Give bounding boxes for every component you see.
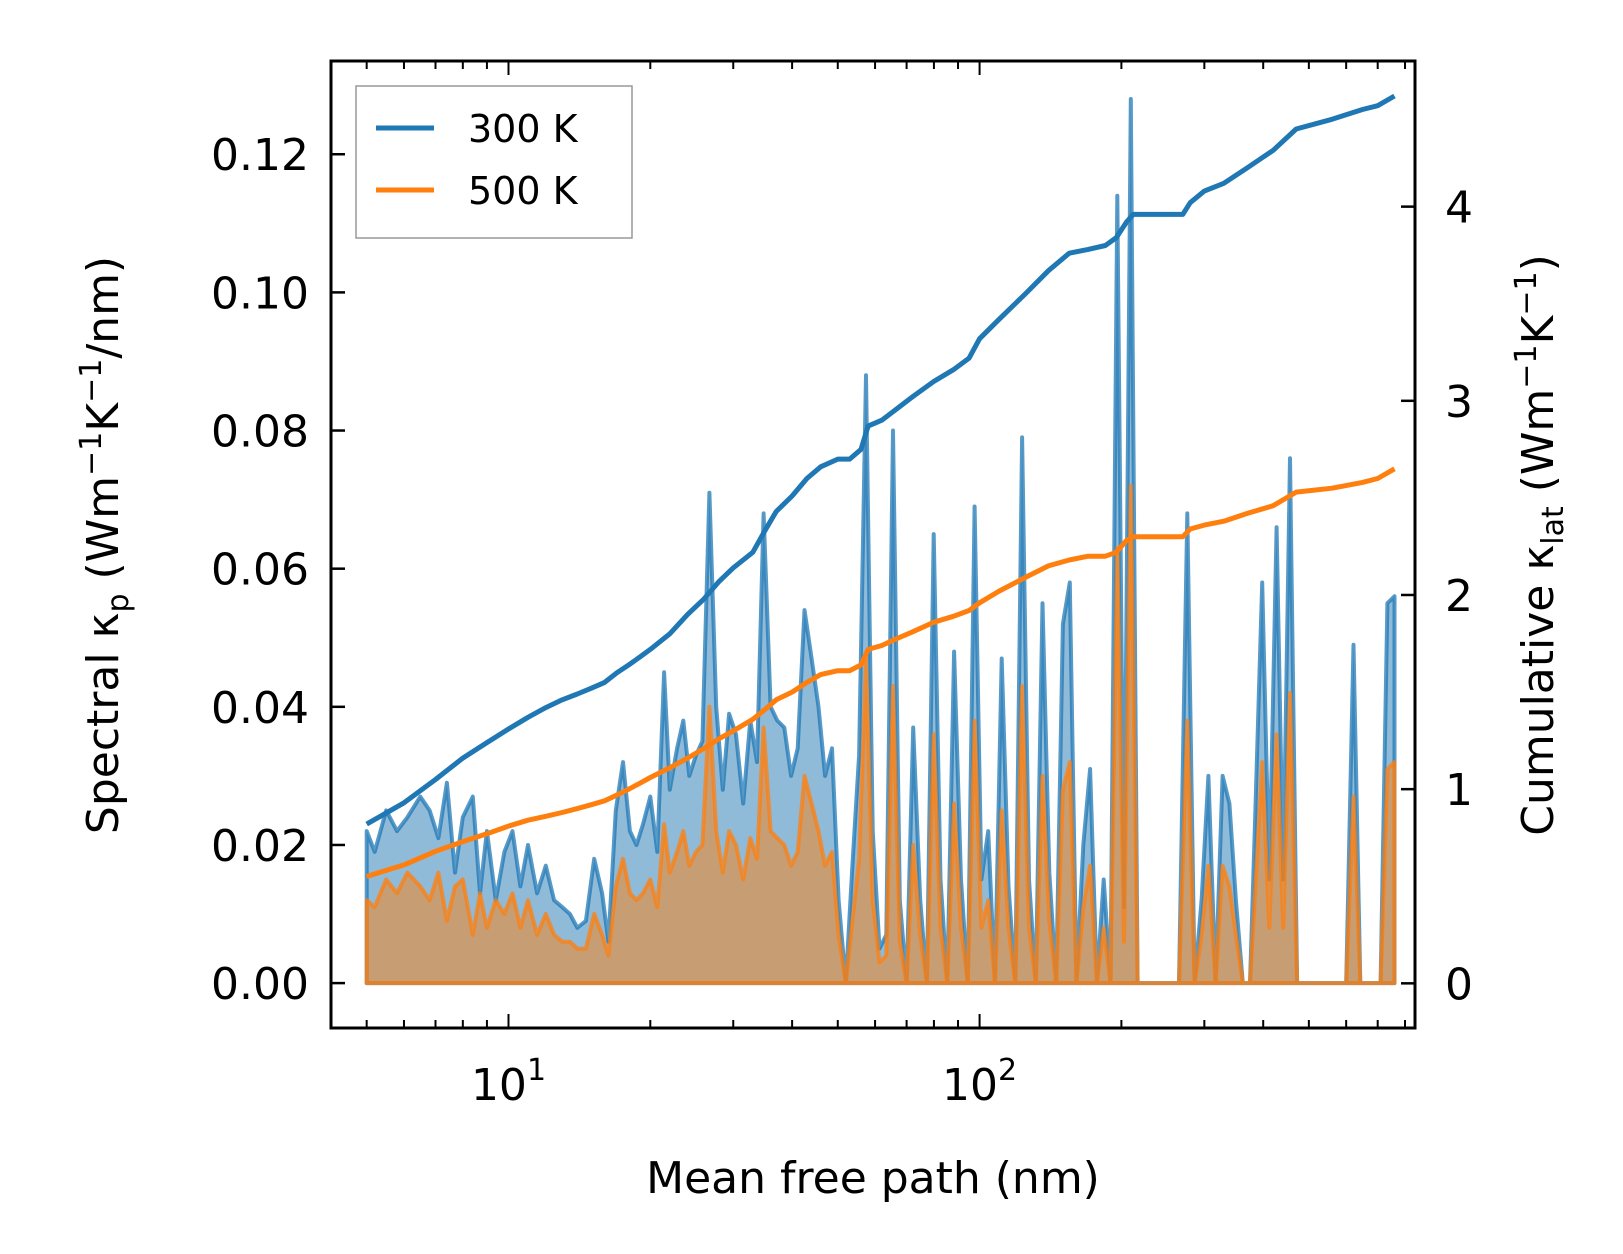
y-right-tick-label: 0 (1445, 959, 1473, 1010)
x-tick-label: 102 (942, 1053, 1017, 1111)
right-y-axis-title: Cumulative κlat (Wm−1K−1) (1509, 254, 1571, 836)
spectral-fills (364, 97, 1397, 986)
plot-frame (329, 59, 1417, 1030)
legend-label-300k: 300 K (468, 107, 579, 151)
legend: 300 K 500 K (355, 85, 633, 239)
y-right-tick-label: 1 (1445, 765, 1473, 816)
y-left-tick-label: 0.10 (211, 268, 309, 319)
legend-label-500k: 500 K (468, 169, 579, 213)
x-tick-label: 101 (471, 1053, 546, 1111)
cumulative-line-300k (365, 93, 1396, 827)
y-left-tick-label: 0.12 (211, 130, 309, 181)
y-left-tick-label: 0.06 (211, 545, 309, 596)
left-y-axis-title: Spectral κp (Wm−1K−1/nm) (74, 256, 136, 834)
y-left-tick-label: 0.00 (211, 959, 309, 1010)
legend-box (355, 85, 633, 239)
y-right-tick-label: 4 (1445, 183, 1473, 234)
cumulative-lines (365, 93, 1396, 879)
y-right-tick-label: 2 (1445, 571, 1473, 622)
y-left-tick-label: 0.08 (211, 407, 309, 458)
x-axis-title: Mean free path (nm) (646, 1153, 1100, 1204)
y-left-tick-label: 0.02 (211, 821, 309, 872)
axis-ticks: 0.00 0.02 0.04 0.06 0.08 0.10 0.12 0 1 2 3 4 101 102 (211, 61, 1473, 1111)
y-left-tick-label: 0.04 (211, 683, 309, 734)
spectral-area-500k (364, 483, 1397, 986)
cumulative-line-500k (365, 466, 1396, 879)
y-right-tick-label: 3 (1445, 377, 1473, 428)
